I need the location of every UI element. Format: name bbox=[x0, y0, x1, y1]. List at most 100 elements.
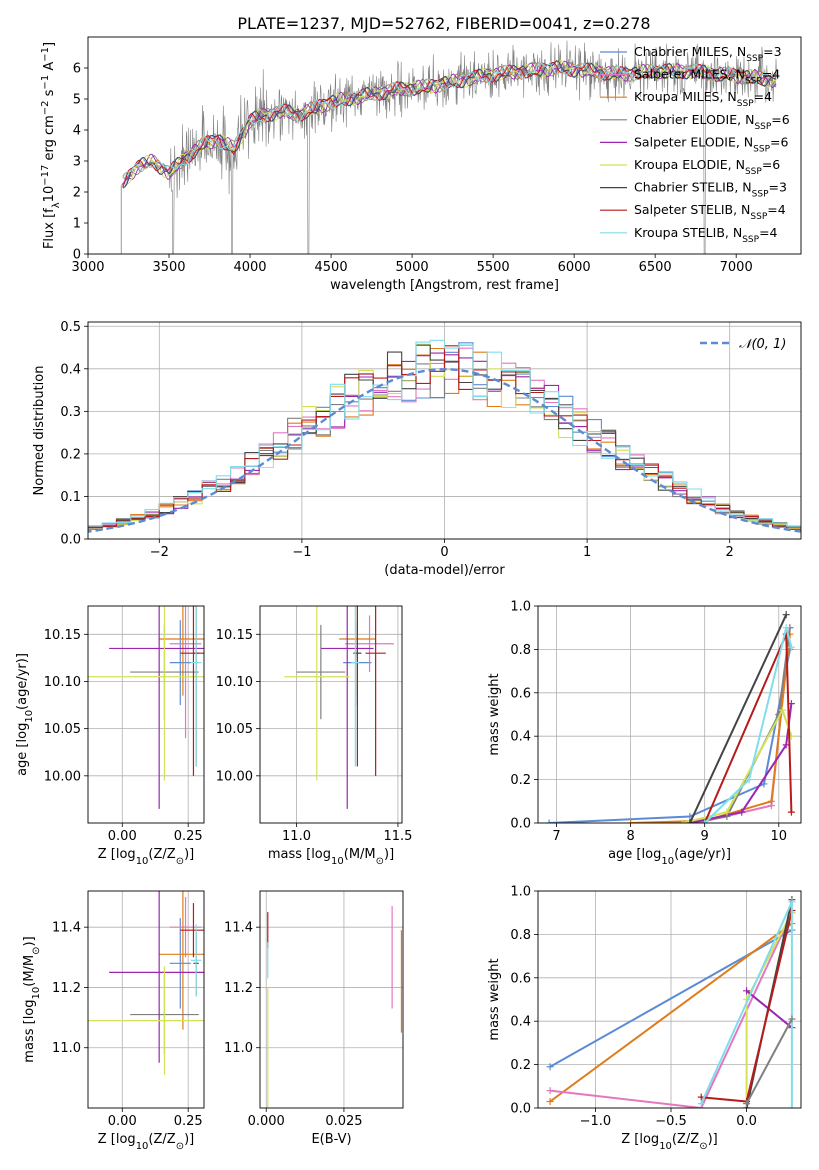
model-line-kroupa-stelib bbox=[122, 62, 777, 179]
point-kroupa-stelib bbox=[745, 776, 753, 784]
point-kroupa-stelib bbox=[788, 1104, 796, 1108]
y-axis-label: Normed distribution bbox=[32, 366, 47, 496]
y-tick-label: 0.1 bbox=[60, 490, 81, 505]
x-tick-label: −1.0 bbox=[580, 1114, 612, 1129]
spectrum-data-line bbox=[121, 40, 777, 254]
point-kroupa-miles bbox=[627, 819, 635, 823]
axes-frame bbox=[87, 605, 205, 824]
x-axis-label: (data-model)/error bbox=[384, 563, 505, 578]
legend-label-normal: 𝒩(0, 1) bbox=[739, 337, 786, 352]
x-tick-label: 7 bbox=[552, 829, 560, 844]
normal-curve bbox=[88, 368, 801, 533]
x-axis-label: mass [log10(M/M⊙)] bbox=[268, 847, 394, 867]
y-tick-label: 10.15 bbox=[216, 628, 253, 643]
panels: 3000 3500 4000 4500 5000 5500 6000 6500 7000 0 1 2 3… bbox=[15, 36, 802, 1152]
axes-frame bbox=[87, 890, 205, 1109]
y-tick-label: 0.4 bbox=[510, 730, 531, 745]
y-tick-label: 0.4 bbox=[510, 1015, 531, 1030]
y-tick-label: 2 bbox=[73, 186, 81, 201]
line-kroupa-miles bbox=[549, 922, 793, 1103]
y-tick-label: 0.8 bbox=[510, 928, 531, 943]
plot-area bbox=[88, 606, 204, 809]
legend-label-kroupa-miles: Kroupa MILES, NSSP=4 bbox=[634, 89, 772, 109]
point-kroupa-stelib bbox=[701, 819, 709, 823]
point-kroupa-stelib bbox=[788, 898, 796, 906]
y-tick-label: 0.6 bbox=[510, 971, 531, 986]
x-tick-label: 4000 bbox=[233, 260, 266, 275]
x-tick-label: 6500 bbox=[639, 260, 672, 275]
point-kroupa-elodie bbox=[723, 808, 731, 816]
x-tick-label: −1 bbox=[292, 545, 311, 560]
legend-label-salpeter-stelib: Salpeter STELIB, NSSP=4 bbox=[634, 202, 786, 222]
legend-label-salpeter-elodie: Salpeter ELODIE, NSSP=6 bbox=[634, 134, 789, 154]
chart-spectrum: 3000 3500 4000 4500 5000 5500 6000 6500 7000 0 1 2 3… bbox=[40, 36, 802, 293]
y-tick-label: 0.4 bbox=[60, 362, 81, 377]
y-tick-label: 0.5 bbox=[60, 320, 81, 335]
plot-area bbox=[546, 896, 796, 1108]
model-line-salpeter-elodie bbox=[122, 60, 777, 185]
model-line-salpeter-stelib bbox=[122, 61, 777, 188]
histogram-salpeter-stelib bbox=[88, 345, 801, 533]
y-axis-label: mass weight bbox=[487, 958, 502, 1040]
x-tick-label: 10 bbox=[771, 829, 788, 844]
plot-area bbox=[88, 339, 801, 533]
axes-frame bbox=[259, 890, 404, 1109]
y-axis-label: Flux [fλ10−17 erg cm−2 s−1 A−1] bbox=[40, 42, 62, 249]
chart-mass_vs_ebv: 0.000 0.025 11.0 11.2 11.4 E(B-V) bbox=[224, 890, 404, 1147]
x-tick-label: 0.025 bbox=[325, 1114, 362, 1129]
x-axis-label: Z [log10(Z/Z⊙)] bbox=[98, 1132, 194, 1152]
y-tick-label: 11.0 bbox=[224, 1041, 253, 1056]
line-kroupa-stelib bbox=[704, 627, 793, 823]
point-salpeter-elodie bbox=[738, 808, 746, 816]
y-tick-label: 0.8 bbox=[510, 643, 531, 658]
y-tick-label: 10.05 bbox=[216, 722, 253, 737]
axes-frame bbox=[87, 36, 802, 255]
x-tick-label: 0.25 bbox=[174, 829, 203, 844]
chart-residuals: −2 −1 0 1 2 0.0 0.1 0.2 0.3 0.4 0.5 (data-model)/er… bbox=[32, 320, 802, 578]
line-salpeter-miles bbox=[549, 912, 793, 1108]
legend-label-chabrier-stelib: Chabrier STELIB, NSSP=3 bbox=[634, 180, 787, 200]
x-tick-label: 0.0 bbox=[736, 1114, 757, 1129]
x-axis-label: wavelength [Angstrom, rest frame] bbox=[330, 278, 559, 293]
x-tick-label: 8 bbox=[626, 829, 634, 844]
y-tick-label: 0.2 bbox=[510, 1058, 531, 1073]
x-tick-label: 3000 bbox=[71, 260, 104, 275]
y-tick-label: 4 bbox=[73, 124, 81, 139]
y-tick-label: 0.0 bbox=[60, 533, 81, 548]
y-tick-label: 10.10 bbox=[216, 675, 253, 690]
point-chabrier-stelib bbox=[686, 819, 694, 823]
plot-area bbox=[88, 891, 204, 1075]
point-kroupa-elodie bbox=[678, 819, 686, 823]
x-tick-label: −2 bbox=[150, 545, 169, 560]
point-kroupa-elodie bbox=[778, 706, 786, 714]
x-axis-label: Z [log10(Z/Z⊙)] bbox=[98, 847, 194, 867]
point-chabrier-miles bbox=[760, 780, 768, 788]
y-tick-label: 5 bbox=[73, 93, 81, 108]
point-chabrier-miles bbox=[546, 1063, 554, 1071]
y-tick-label: 0.3 bbox=[60, 405, 81, 420]
y-tick-label: 1.0 bbox=[510, 885, 531, 900]
axes-frame bbox=[537, 890, 802, 1109]
legend-label-kroupa-stelib: Kroupa STELIB, NSSP=4 bbox=[634, 225, 778, 245]
x-tick-label: 0 bbox=[440, 545, 448, 560]
point-salpeter-stelib bbox=[787, 808, 795, 816]
y-tick-label: 6 bbox=[73, 62, 81, 77]
point-chabrier-miles bbox=[545, 819, 553, 823]
plot-area bbox=[545, 611, 795, 823]
chart-mass_vs_Z: 0.00 0.25 11.0 11.2 11.4 Z [log10(Z/Z⊙)] mass … bbox=[22, 890, 205, 1152]
x-tick-label: 0.000 bbox=[248, 1114, 285, 1129]
spectrum-legend: Chabrier MILES, NSSP=3 Salpeter MILES, NS… bbox=[600, 44, 790, 245]
legend-label-chabrier-miles: Chabrier MILES, NSSP=3 bbox=[634, 44, 782, 64]
chart-age_vs_Z: 0.00 0.25 10.00 10.05 10.10 10.15 Z [log10(Z/Z… bbox=[15, 605, 205, 867]
y-tick-label: 10.05 bbox=[44, 722, 81, 737]
y-tick-label: 11.4 bbox=[52, 921, 81, 936]
plot-area bbox=[120, 40, 777, 254]
y-tick-label: 11.4 bbox=[224, 921, 253, 936]
y-tick-label: 11.0 bbox=[52, 1041, 81, 1056]
y-tick-label: 0.2 bbox=[510, 773, 531, 788]
point-kroupa-stelib bbox=[787, 643, 795, 651]
x-tick-label: 5000 bbox=[396, 260, 429, 275]
x-tick-label: 11.0 bbox=[282, 829, 311, 844]
plot-area bbox=[267, 906, 403, 1108]
